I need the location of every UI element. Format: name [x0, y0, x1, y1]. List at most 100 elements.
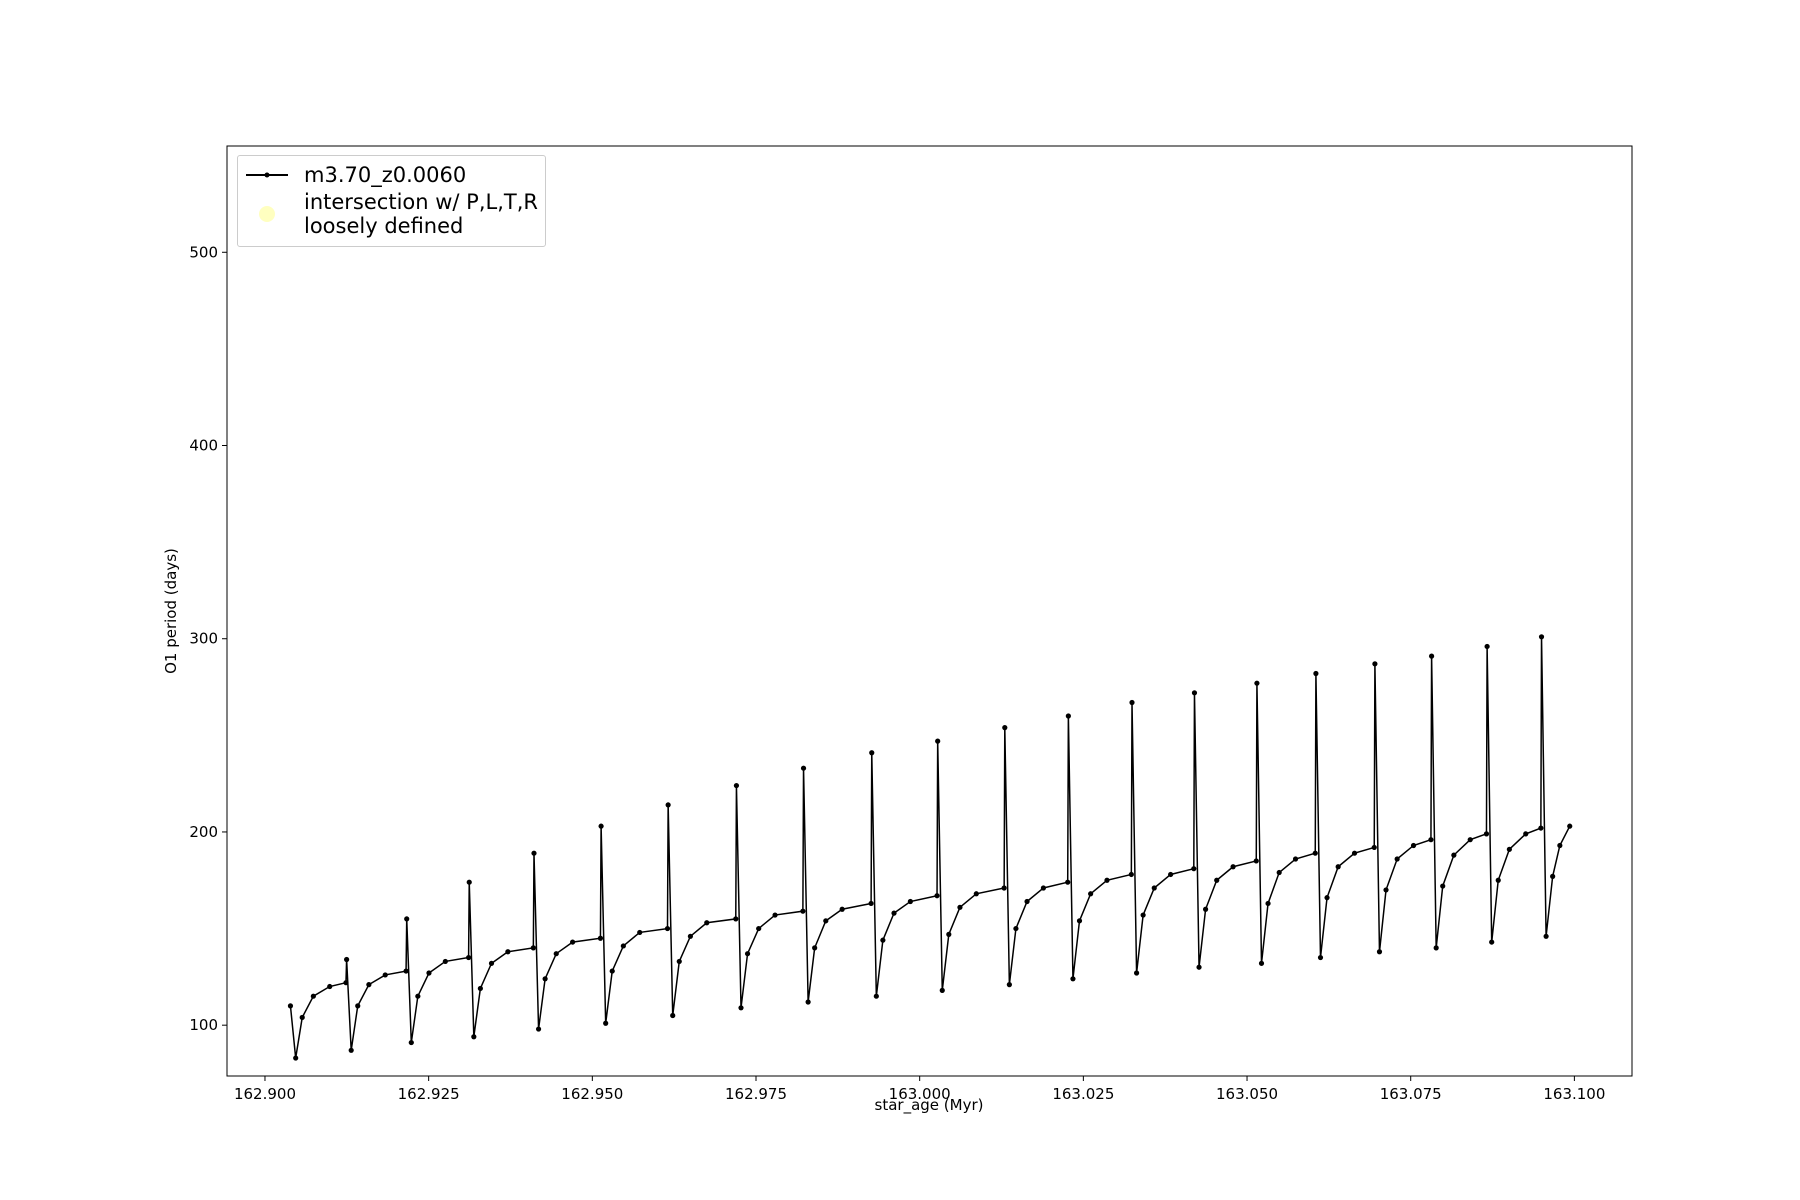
y-tick-label: 200 — [189, 823, 218, 841]
data-point — [1088, 891, 1094, 897]
data-point — [287, 1003, 294, 1009]
data-point — [839, 906, 845, 912]
data-point — [1065, 713, 1071, 719]
data-point — [744, 951, 751, 957]
data-point — [1191, 866, 1197, 872]
x-tick-label: 163.100 — [1543, 1085, 1605, 1103]
data-point — [415, 993, 421, 999]
x-tick-label: 163.000 — [889, 1085, 951, 1103]
data-point — [756, 925, 762, 932]
legend: m3.70_z0.0060 intersection w/ P,L,T,R loo… — [237, 155, 546, 247]
y-tick-label: 400 — [189, 437, 218, 455]
data-point — [1040, 885, 1047, 891]
data-line — [289, 636, 1571, 1059]
data-point — [1312, 850, 1318, 856]
x-tick-label: 162.975 — [725, 1085, 787, 1103]
data-point — [355, 1003, 361, 1009]
legend-label: intersection w/ P,L,T,R loosely defined — [304, 190, 538, 238]
data-point — [687, 933, 694, 939]
data-point — [1006, 982, 1012, 988]
data-point — [1258, 960, 1265, 966]
x-tick-label: 162.900 — [234, 1085, 296, 1103]
data-point — [1001, 885, 1007, 891]
data-point — [366, 982, 372, 988]
data-point — [1495, 877, 1501, 883]
data-point — [637, 929, 643, 936]
data-point — [1550, 873, 1556, 879]
data-point — [1523, 831, 1529, 837]
data-point — [1151, 885, 1157, 891]
plot-frame — [226, 145, 1633, 1077]
data-point — [1557, 842, 1563, 849]
data-point — [1133, 970, 1140, 976]
data-point — [907, 898, 913, 905]
data-point — [664, 925, 671, 932]
data-point — [800, 765, 807, 771]
data-point — [1253, 858, 1259, 864]
data-point — [327, 983, 333, 990]
data-point — [299, 1014, 305, 1021]
data-point — [477, 985, 483, 992]
legend-symbol — [259, 206, 275, 222]
data-point — [505, 949, 511, 955]
data-point — [939, 987, 945, 994]
data-point — [973, 891, 979, 897]
data-point — [1292, 856, 1299, 862]
data-point — [880, 937, 886, 943]
data-point — [1128, 871, 1134, 878]
x-tick-label: 162.925 — [398, 1085, 460, 1103]
data-point — [1543, 933, 1549, 939]
data-point — [1168, 871, 1174, 878]
data-point — [620, 943, 626, 949]
data-point — [542, 976, 548, 982]
data-point — [535, 1026, 542, 1032]
legend-marker — [259, 206, 275, 222]
data-point — [1383, 887, 1389, 893]
data-point — [1214, 877, 1220, 883]
data-point — [442, 958, 448, 965]
data-point — [343, 980, 349, 986]
x-tick-label: 163.025 — [1052, 1085, 1114, 1103]
data-point — [805, 999, 811, 1005]
data-point — [1376, 949, 1383, 955]
data-point — [733, 916, 739, 922]
data-point — [812, 945, 818, 951]
y-axis-label: O1 period (days) — [162, 548, 180, 674]
data-point — [1433, 945, 1439, 951]
data-point — [1191, 690, 1198, 696]
data-point — [1024, 898, 1030, 905]
data-point — [382, 972, 388, 978]
data-point — [1317, 954, 1324, 961]
data-point — [1013, 925, 1019, 932]
data-point — [772, 912, 778, 918]
data-point — [1538, 825, 1544, 831]
data-point — [1483, 831, 1490, 837]
data-point — [1489, 939, 1495, 945]
data-point — [1467, 837, 1473, 843]
data-point — [1440, 883, 1446, 889]
data-point — [1129, 699, 1135, 706]
data-point — [471, 1034, 477, 1040]
y-tick-label: 300 — [189, 630, 218, 648]
x-tick-label: 163.075 — [1380, 1085, 1442, 1103]
data-point — [1265, 900, 1271, 907]
legend-entry: m3.70_z0.0060 — [238, 162, 545, 188]
data-point — [704, 920, 710, 926]
y-tick-label: 100 — [189, 1016, 218, 1034]
data-point — [934, 893, 940, 899]
legend-entry: intersection w/ P,L,T,R loosely defined — [238, 190, 545, 238]
data-point — [676, 958, 682, 965]
data-point — [1230, 864, 1236, 870]
data-point — [1428, 837, 1434, 843]
x-axis-label: star_age (Myr) — [875, 1096, 984, 1115]
data-point — [1410, 842, 1417, 849]
data-point — [1394, 856, 1400, 862]
data-point — [348, 1047, 354, 1053]
data-point — [1070, 976, 1076, 982]
data-point — [403, 968, 409, 974]
data-point — [738, 1005, 744, 1011]
data-point — [891, 910, 897, 916]
x-tick-label: 163.050 — [1216, 1085, 1278, 1103]
